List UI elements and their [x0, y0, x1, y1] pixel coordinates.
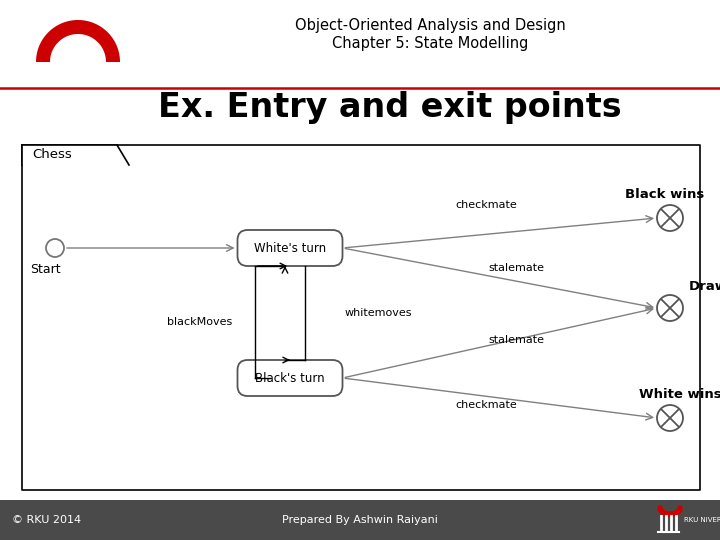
Text: Chapter 5: State Modelling: Chapter 5: State Modelling — [332, 36, 528, 51]
Text: White wins: White wins — [639, 388, 720, 401]
FancyBboxPatch shape — [238, 360, 343, 396]
Bar — [0, 500, 720, 540]
Text: Black's turn: Black's turn — [255, 372, 325, 384]
Text: blackMoves: blackMoves — [167, 317, 233, 327]
Text: whitemoves: whitemoves — [345, 308, 413, 318]
Text: checkmate: checkmate — [455, 200, 517, 210]
Text: Draw: Draw — [688, 280, 720, 293]
Text: stalemate: stalemate — [488, 263, 544, 273]
Text: Start: Start — [30, 263, 60, 276]
Circle shape — [657, 405, 683, 431]
Text: Object-Oriented Analysis and Design: Object-Oriented Analysis and Design — [294, 18, 565, 33]
Circle shape — [657, 295, 683, 321]
Circle shape — [46, 239, 64, 257]
Text: stalemate: stalemate — [488, 335, 544, 345]
Text: © RKU 2014: © RKU 2014 — [12, 515, 81, 525]
Bar — [22, 145, 117, 165]
Text: White's turn: White's turn — [254, 241, 326, 254]
FancyBboxPatch shape — [238, 230, 343, 266]
Polygon shape — [36, 20, 120, 62]
Text: Black wins: Black wins — [626, 188, 705, 201]
Text: Chess: Chess — [32, 148, 72, 161]
Text: RKU NIVERSITY: RKU NIVERSITY — [684, 517, 720, 523]
Text: Prepared By Ashwin Raiyani: Prepared By Ashwin Raiyani — [282, 515, 438, 525]
Text: Ex. Entry and exit points: Ex. Entry and exit points — [158, 91, 622, 124]
Text: checkmate: checkmate — [455, 400, 517, 410]
Circle shape — [657, 205, 683, 231]
